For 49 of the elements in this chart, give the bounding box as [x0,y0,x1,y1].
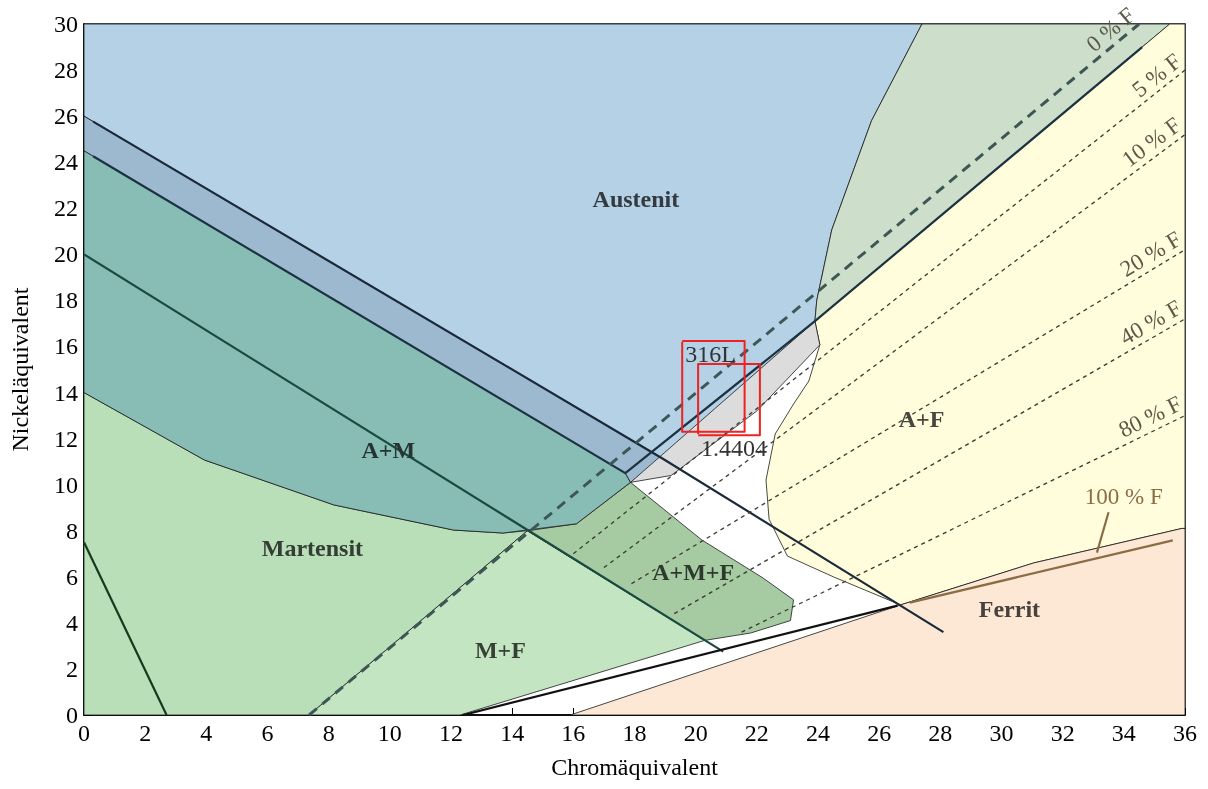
x-tick-label: 10 [377,720,402,746]
y-tick-label: 18 [54,287,78,314]
series-label: Austenit [592,186,680,213]
x-tick-label: 26 [867,720,892,746]
y-tick-label: 12 [54,425,78,452]
y-tick-label: 4 [66,609,78,636]
text: 80 % F [1114,390,1186,443]
y-tick-label: 28 [54,57,78,84]
x-tick-label: 34 [1111,720,1136,746]
x-tick-label: 36 [1173,720,1197,746]
x-tick-label: 12 [439,720,463,746]
series-label: A+F [898,406,945,433]
text: 20 % F [1115,226,1186,282]
x-tick-label: 24 [806,720,830,746]
y-tick-label: 24 [54,149,78,176]
x-tick-label: 2 [139,720,152,746]
y-tick-label: 30 [54,11,78,37]
x-tick-label: 30 [989,720,1014,746]
x-tick-label: 4 [200,720,213,746]
x-axis-title: Chromäquivalent [551,754,719,780]
x-tick-label: 18 [622,720,647,746]
series-label: A+M+F [652,559,735,586]
text: 40 % F [1115,295,1186,350]
y-tick-label: 6 [66,563,78,590]
x-tick-label: 32 [1050,720,1075,746]
y-tick-label: 22 [54,195,78,222]
y-tick-label: 0 [66,702,78,728]
x-tick-label: 22 [744,720,769,746]
y-tick-label: 16 [54,333,78,360]
y-tick-label: 10 [54,471,78,498]
series-label: Martensit [261,534,364,561]
y-tick-label: 14 [54,379,78,406]
y-tick-label: 26 [54,103,78,130]
annotation: 316L [685,340,736,367]
x-tick-label: 6 [261,720,274,746]
y-tick-label: 2 [66,655,78,682]
y-axis-title: Nickeläquivalent [7,287,33,452]
x-tick-label: 8 [322,720,335,746]
series-label: 100 % F [1084,484,1163,510]
y-tick-label: 20 [54,241,78,268]
series-label: M+F [474,637,526,664]
x-tick-label: 20 [683,720,708,746]
x-tick-label: 16 [561,720,586,746]
x-tick-label: 14 [500,720,525,746]
annotation: 1.4404 [701,435,768,462]
x-tick-label: 28 [928,720,953,746]
y-tick-label: 8 [66,517,78,544]
text: 10 % F [1117,112,1186,172]
series-label: Ferrit [978,596,1041,623]
